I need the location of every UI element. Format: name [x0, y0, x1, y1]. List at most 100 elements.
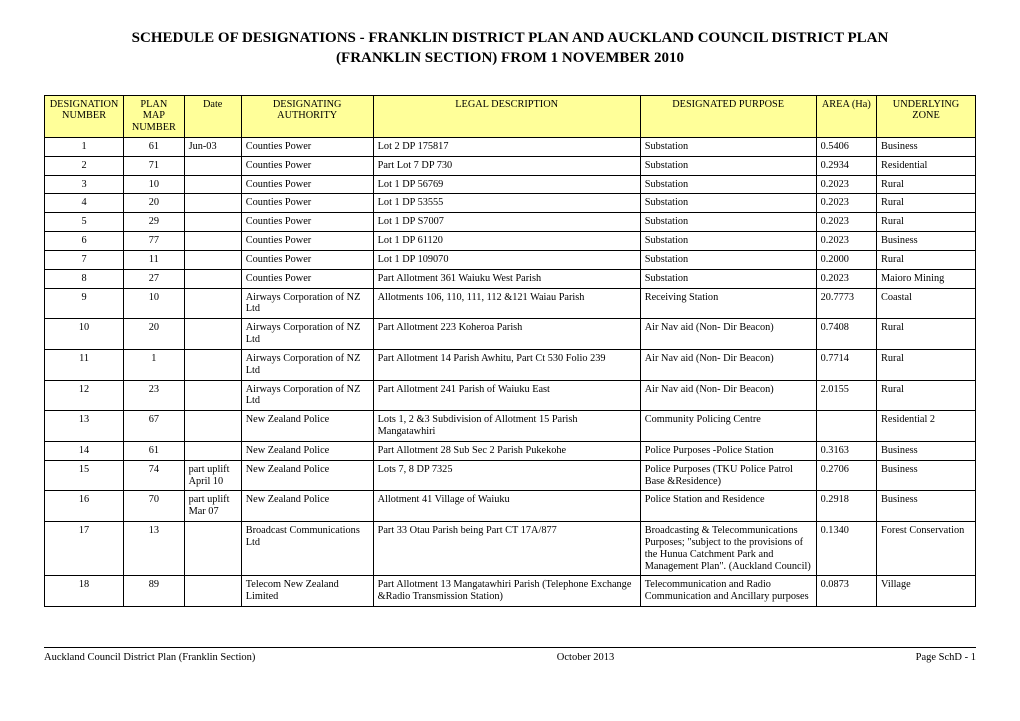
table-cell: 11: [45, 349, 124, 380]
table-cell: [184, 232, 241, 251]
table-cell: 0.7714: [816, 349, 876, 380]
table-cell: Part Allotment 13 Mangatawhiri Parish (T…: [373, 576, 640, 607]
table-row: 111Airways Corporation of NZ LtdPart All…: [45, 349, 976, 380]
column-header: DESIGNATED PURPOSE: [640, 95, 816, 137]
table-cell: Counties Power: [241, 156, 373, 175]
table-cell: 16: [45, 491, 124, 522]
table-cell: Police Purposes -Police Station: [640, 441, 816, 460]
table-cell: Substation: [640, 213, 816, 232]
table-cell: Airways Corporation of NZ Ltd: [241, 288, 373, 319]
table-cell: 0.5406: [816, 137, 876, 156]
table-cell: part uplift April 10: [184, 460, 241, 491]
table-row: 677Counties PowerLot 1 DP 61120Substatio…: [45, 232, 976, 251]
table-cell: 0.2023: [816, 194, 876, 213]
table-cell: Airways Corporation of NZ Ltd: [241, 380, 373, 411]
table-cell: 8: [45, 269, 124, 288]
table-cell: 15: [45, 460, 124, 491]
table-row: 1670part uplift Mar 07New Zealand Police…: [45, 491, 976, 522]
table-cell: [184, 194, 241, 213]
table-cell: Receiving Station: [640, 288, 816, 319]
table-cell: Lot 1 DP 56769: [373, 175, 640, 194]
table-cell: 61: [124, 137, 184, 156]
table-cell: Rural: [877, 175, 976, 194]
page-title: SCHEDULE OF DESIGNATIONS - FRANKLIN DIST…: [44, 28, 976, 69]
table-body: 161Jun-03Counties PowerLot 2 DP 175817Su…: [45, 137, 976, 606]
table-cell: Substation: [640, 175, 816, 194]
table-row: 1367New Zealand PoliceLots 1, 2 &3 Subdi…: [45, 411, 976, 442]
table-cell: Part Allotment 14 Parish Awhitu, Part Ct…: [373, 349, 640, 380]
table-cell: Lot 2 DP 175817: [373, 137, 640, 156]
table-row: 310Counties PowerLot 1 DP 56769Substatio…: [45, 175, 976, 194]
table-cell: [184, 156, 241, 175]
table-cell: 5: [45, 213, 124, 232]
table-cell: Lot 1 DP 53555: [373, 194, 640, 213]
table-cell: Police Purposes (TKU Police Patrol Base …: [640, 460, 816, 491]
table-cell: Counties Power: [241, 232, 373, 251]
table-cell: Allotments 106, 110, 111, 112 &121 Waiau…: [373, 288, 640, 319]
table-cell: Business: [877, 232, 976, 251]
table-cell: Business: [877, 441, 976, 460]
table-row: 1713Broadcast Communications LtdPart 33 …: [45, 522, 976, 576]
table-cell: Lots 1, 2 &3 Subdivision of Allotment 15…: [373, 411, 640, 442]
table-cell: Substation: [640, 194, 816, 213]
table-cell: 27: [124, 269, 184, 288]
table-cell: 74: [124, 460, 184, 491]
table-row: 1223Airways Corporation of NZ LtdPart Al…: [45, 380, 976, 411]
column-header: DESIGNATION NUMBER: [45, 95, 124, 137]
table-cell: 18: [45, 576, 124, 607]
table-cell: Rural: [877, 213, 976, 232]
table-cell: 0.2918: [816, 491, 876, 522]
table-cell: Coastal: [877, 288, 976, 319]
table-cell: [184, 411, 241, 442]
table-cell: 0.1340: [816, 522, 876, 576]
table-cell: Forest Conservation: [877, 522, 976, 576]
table-cell: Community Policing Centre: [640, 411, 816, 442]
table-row: 161Jun-03Counties PowerLot 2 DP 175817Su…: [45, 137, 976, 156]
designations-table: DESIGNATION NUMBERPLAN MAP NUMBERDateDES…: [44, 95, 976, 608]
table-cell: part uplift Mar 07: [184, 491, 241, 522]
table-cell: Rural: [877, 380, 976, 411]
table-cell: Part Allotment 361 Waiuku West Parish: [373, 269, 640, 288]
table-cell: Maioro Mining: [877, 269, 976, 288]
table-cell: Lots 7, 8 DP 7325: [373, 460, 640, 491]
table-cell: Part Allotment 241 Parish of Waiuku East: [373, 380, 640, 411]
table-cell: 1: [45, 137, 124, 156]
table-cell: Counties Power: [241, 175, 373, 194]
table-cell: New Zealand Police: [241, 460, 373, 491]
table-cell: [184, 213, 241, 232]
table-cell: [184, 269, 241, 288]
column-header: LEGAL DESCRIPTION: [373, 95, 640, 137]
table-cell: 0.2023: [816, 175, 876, 194]
table-cell: New Zealand Police: [241, 491, 373, 522]
table-cell: 23: [124, 380, 184, 411]
table-cell: 10: [124, 288, 184, 319]
table-cell: Business: [877, 137, 976, 156]
table-cell: Air Nav aid (Non- Dir Beacon): [640, 349, 816, 380]
table-cell: Counties Power: [241, 269, 373, 288]
table-head: DESIGNATION NUMBERPLAN MAP NUMBERDateDES…: [45, 95, 976, 137]
table-cell: 77: [124, 232, 184, 251]
table-cell: Part Allotment 223 Koheroa Parish: [373, 319, 640, 350]
table-cell: Part Allotment 28 Sub Sec 2 Parish Pukek…: [373, 441, 640, 460]
table-cell: Lot 1 DP 109070: [373, 250, 640, 269]
table-cell: 67: [124, 411, 184, 442]
table-cell: 0.0873: [816, 576, 876, 607]
column-header: AREA (Ha): [816, 95, 876, 137]
table-cell: 14: [45, 441, 124, 460]
table-cell: Village: [877, 576, 976, 607]
table-cell: Business: [877, 491, 976, 522]
table-cell: 17: [45, 522, 124, 576]
table-row: 827 Counties PowerPart Allotment 361 Waiu…: [45, 269, 976, 288]
table-row: 711Counties PowerLot 1 DP 109070Substati…: [45, 250, 976, 269]
table-row: 1889Telecom New Zealand LimitedPart Allo…: [45, 576, 976, 607]
table-cell: Counties Power: [241, 250, 373, 269]
table-cell: 20: [124, 194, 184, 213]
table-cell: 9: [45, 288, 124, 319]
table-cell: Broadcast Communications Ltd: [241, 522, 373, 576]
table-cell: 0.2706: [816, 460, 876, 491]
table-cell: New Zealand Police: [241, 441, 373, 460]
table-cell: [816, 411, 876, 442]
table-cell: 13: [124, 522, 184, 576]
table-cell: Telecommunication and Radio Communicatio…: [640, 576, 816, 607]
table-cell: Airways Corporation of NZ Ltd: [241, 349, 373, 380]
